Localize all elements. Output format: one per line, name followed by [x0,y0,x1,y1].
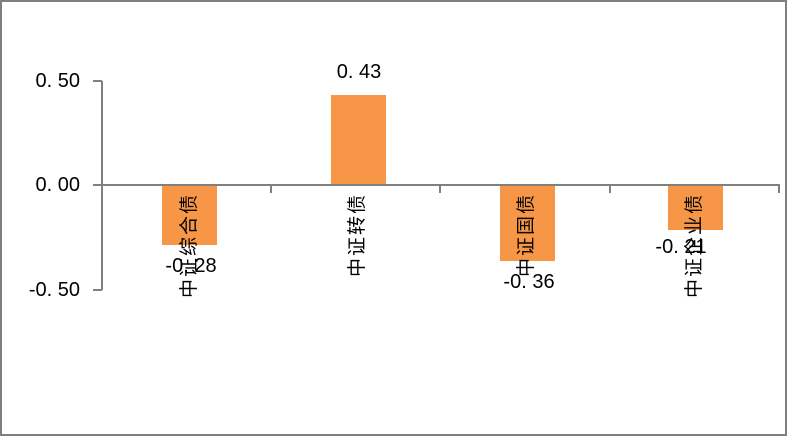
y-axis-tick-mark [93,289,102,291]
chart-bar [162,186,217,245]
y-axis-tick-label: 0. 50 [35,70,80,92]
chart-bar [500,186,555,261]
chart-bar [668,186,723,230]
chart-bar [331,95,386,185]
y-axis-tick-mark [93,80,102,82]
category-label: 中证国债 [516,193,537,278]
category-label: 中证转债 [347,193,368,278]
x-axis-tick-mark [270,185,272,193]
bar-data-label: -0. 21 [655,236,707,258]
y-axis-tick-label: -0. 50 [28,279,80,301]
category-label: 中证综合债 [179,193,200,299]
x-axis-tick-mark [778,185,780,193]
bar-data-label: -0. 36 [503,271,555,293]
x-axis-tick-mark [439,185,441,193]
x-axis-tick-mark [609,185,611,193]
y-axis-tick-label: 0. 00 [35,174,80,196]
bar-data-label: -0. 28 [165,255,217,277]
bar-data-label: 0. 43 [336,61,382,83]
x-axis-tick-mark [101,185,103,193]
y-axis-tick-mark [93,184,102,186]
